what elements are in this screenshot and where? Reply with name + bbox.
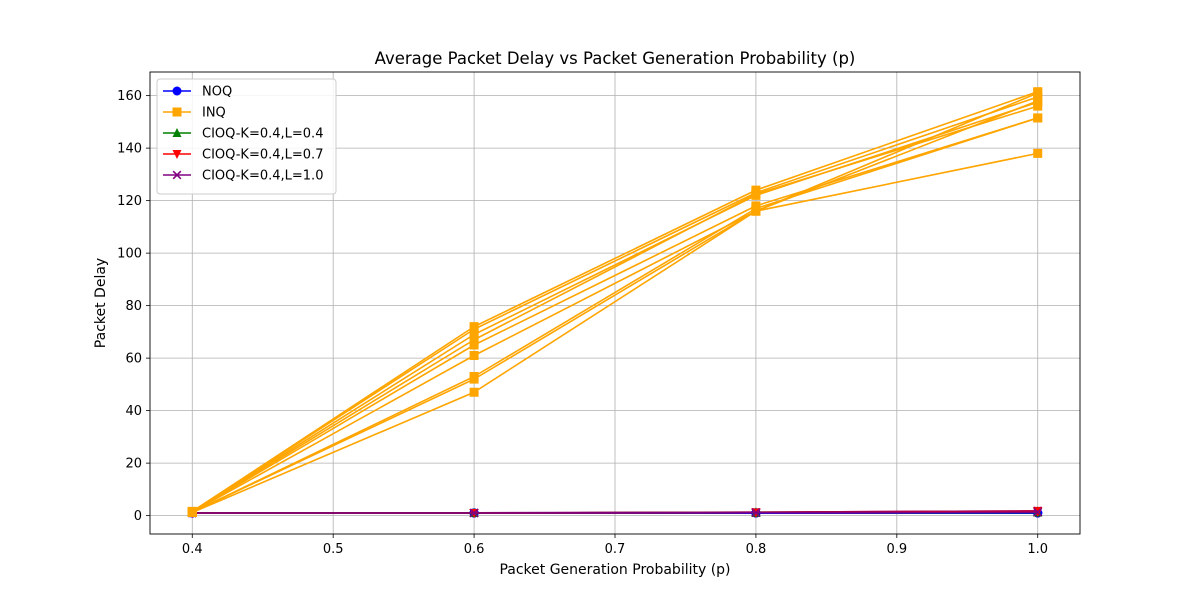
legend-entry: NOQ — [163, 85, 232, 100]
y-tick-label: 60 — [125, 352, 142, 367]
legend-entry: INQ — [163, 106, 226, 121]
x-tick-label: 0.8 — [746, 542, 767, 557]
x-tick-label: 0.9 — [886, 542, 907, 557]
x-marker — [469, 508, 479, 518]
y-tick-label: 100 — [117, 247, 142, 262]
legend-label: NOQ — [202, 85, 232, 100]
x-tick-label: 0.7 — [605, 542, 626, 557]
legend-entry: CIOQ-K=0.4,L=0.4 — [163, 127, 323, 142]
series-line — [191, 96, 1038, 513]
square-marker — [1033, 101, 1043, 111]
y-tick-label: 40 — [125, 404, 142, 419]
y-tick-label: 160 — [117, 89, 142, 104]
triangle-down-marker — [172, 150, 182, 159]
y-tick-label: 140 — [117, 142, 142, 157]
y-tick-label: 120 — [117, 194, 142, 209]
square-marker — [469, 330, 479, 339]
legend-label: CIOQ-K=0.4,L=0.4 — [202, 127, 323, 142]
x-tick-label: 0.4 — [182, 542, 203, 557]
x-marker — [751, 508, 761, 518]
square-marker — [469, 387, 479, 397]
y-tick-label: 20 — [125, 457, 142, 472]
square-marker — [1033, 113, 1043, 123]
square-marker — [469, 351, 479, 360]
x-marker — [1033, 507, 1043, 517]
square-marker — [172, 107, 182, 117]
square-marker — [469, 374, 479, 384]
square-marker — [469, 335, 479, 345]
y-axis-label: Packet Delay — [93, 258, 109, 348]
square-marker — [1033, 148, 1043, 158]
x-axis-label: Packet Generation Probability (p) — [499, 562, 730, 578]
series-line — [191, 90, 1038, 513]
x-tick-label: 0.5 — [323, 542, 344, 557]
triangle-up-marker — [172, 128, 182, 137]
series-line — [191, 152, 1038, 513]
series-line — [191, 101, 1038, 513]
square-marker — [187, 507, 197, 517]
y-tick-label: 0 — [134, 509, 142, 524]
series-line — [191, 117, 1038, 513]
series-line — [191, 105, 1038, 513]
square-marker — [469, 324, 479, 334]
x-marker — [172, 170, 182, 180]
square-marker — [469, 340, 479, 350]
legend-label: CIOQ-K=0.4,L=0.7 — [202, 148, 323, 163]
x-tick-label: 1.0 — [1027, 542, 1048, 557]
legend-label: CIOQ-K=0.4,L=1.0 — [202, 169, 323, 184]
legend-entry: CIOQ-K=0.4,L=0.7 — [163, 148, 323, 163]
series-line — [191, 92, 1039, 513]
legend: NOQ INQ CIOQ-K=0.4,L=0.4 CIOQ-K=0.4,L=0.7 CI… — [156, 78, 337, 195]
square-marker — [1033, 96, 1043, 106]
square-marker — [1033, 88, 1043, 98]
x-tick-label: 0.6 — [464, 542, 485, 557]
square-marker — [751, 206, 761, 216]
series-28 — [187, 96, 1043, 517]
series-line — [191, 100, 1039, 514]
circle-marker — [172, 86, 182, 96]
square-marker — [751, 189, 761, 199]
series-line — [192, 511, 1038, 514]
series-line — [191, 117, 1038, 513]
series-layer — [187, 87, 1043, 518]
ticks: 0.4 0.5 0.6 0.7 0.8 0.9 1.0 0 20 40 60 80 100 120 140 1… — [117, 89, 1048, 557]
legend-box — [156, 78, 337, 195]
legend-entry: CIOQ-K=0.4,L=1.0 — [163, 169, 323, 184]
legend-label: INQ — [202, 106, 226, 121]
y-tick-label: 80 — [125, 299, 142, 314]
chart-title: Average Packet Delay vs Packet Generatio… — [375, 49, 856, 68]
